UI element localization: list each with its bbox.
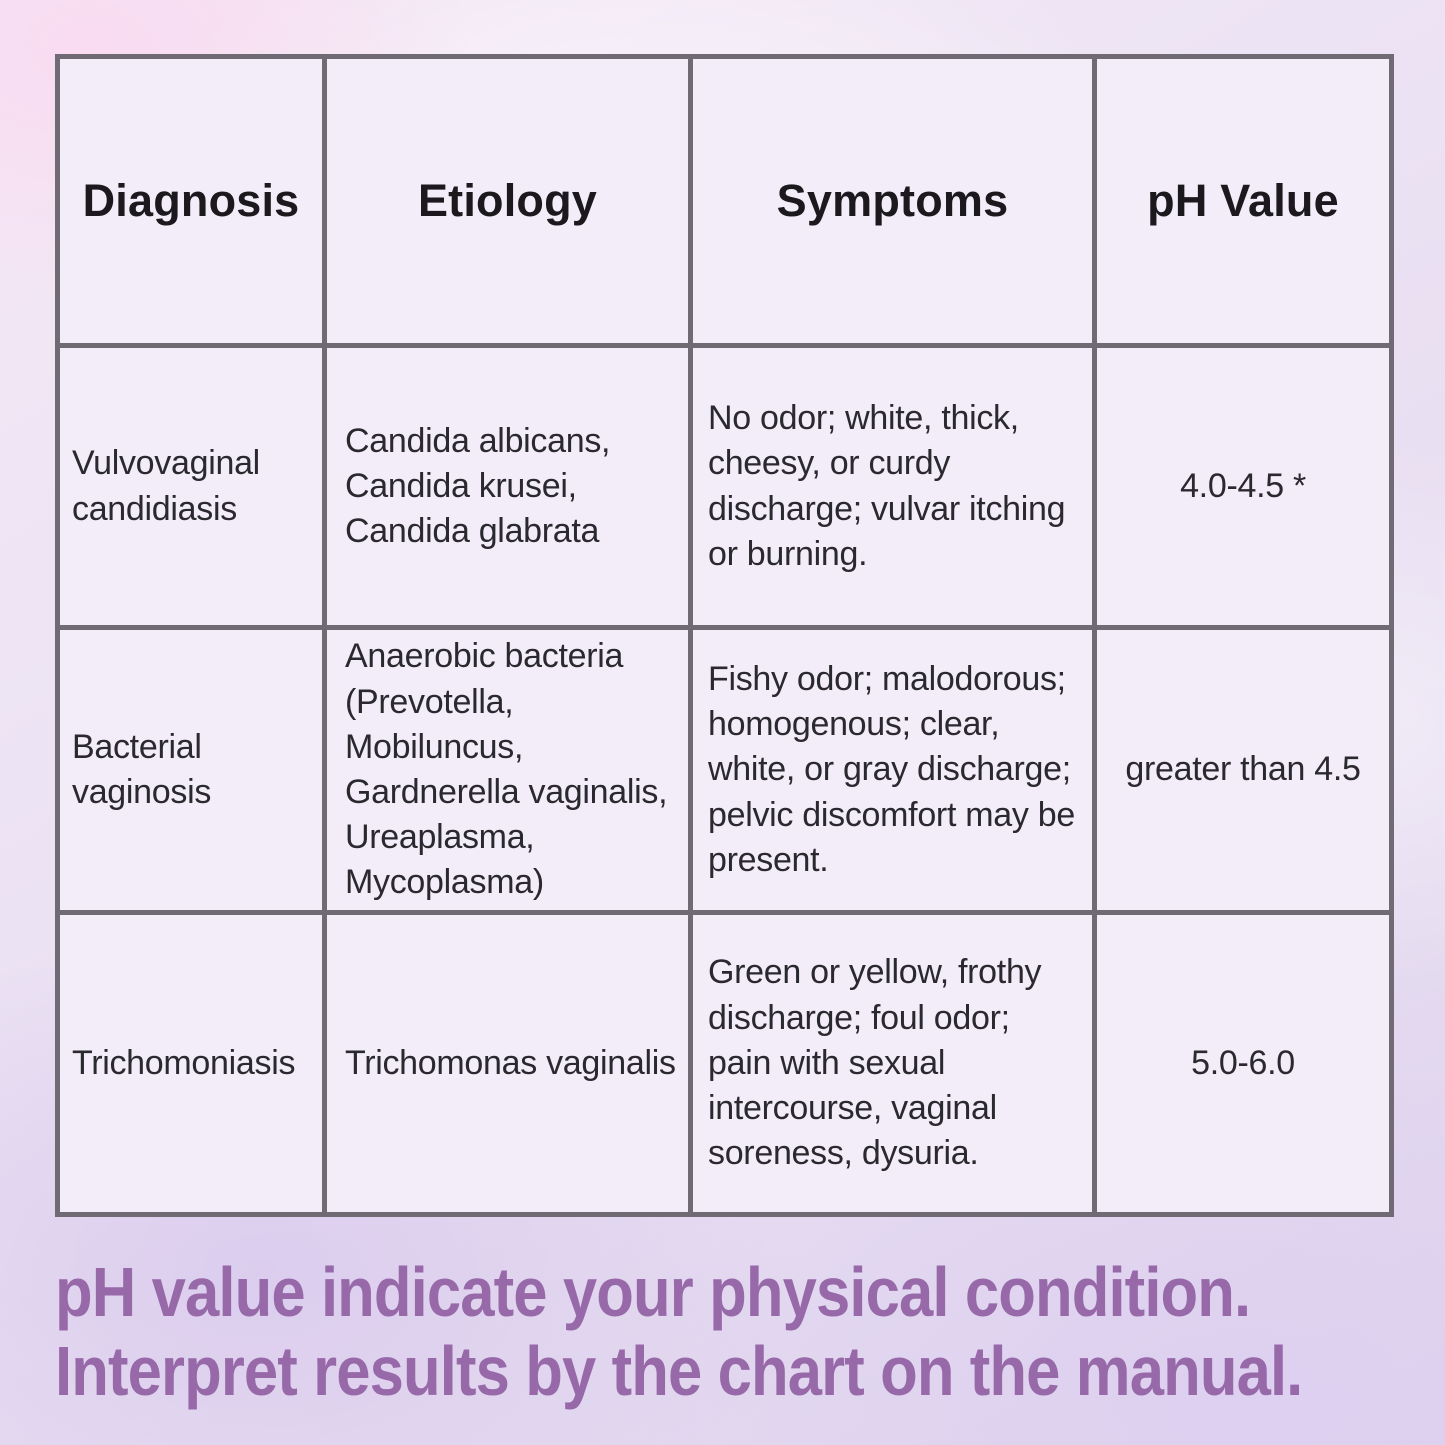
header-cell-symptoms: Symptoms [688, 54, 1097, 348]
footer-note: pH value indicate your physical conditio… [55, 1253, 1445, 1411]
footer-note-line1: pH value indicate your physical conditio… [55, 1253, 1251, 1331]
table-row-trichomoniasis: Trichomoniasis Trichomonas vaginalis Gre… [55, 910, 1394, 1217]
diagnosis-cell: Vulvovaginal candidiasis [55, 343, 327, 630]
header-cell-etiology: Etiology [322, 54, 693, 348]
symptoms-cell: No odor; white, thick, cheesy, or curdy … [688, 343, 1097, 630]
diagnosis-cell: Trichomoniasis [55, 910, 327, 1217]
etiology-cell: Anaerobic bacteria (Prevotella, Mobilunc… [322, 625, 693, 915]
footer-note-line2: Interpret results by the chart on the ma… [55, 1332, 1303, 1411]
diagnosis-table: Diagnosis Etiology Symptoms pH Value Vul… [55, 54, 1394, 1217]
table-header-row: Diagnosis Etiology Symptoms pH Value [55, 54, 1394, 348]
symptoms-cell: Fishy odor; malodorous; homogenous; clea… [688, 625, 1097, 915]
diagnosis-cell: Bacterial vaginosis [55, 625, 327, 915]
etiology-cell: Trichomonas vaginalis [322, 910, 693, 1217]
etiology-cell: Candida albicans, Candida krusei, Candid… [322, 343, 693, 630]
ph-value-cell: 5.0-6.0 [1092, 910, 1394, 1217]
header-cell-diagnosis: Diagnosis [55, 54, 327, 348]
ph-value-cell: greater than 4.5 [1092, 625, 1394, 915]
symptoms-cell: Green or yellow, frothy discharge; foul … [688, 910, 1097, 1217]
diagnosis-table-container: Diagnosis Etiology Symptoms pH Value Vul… [55, 54, 1394, 1217]
table-row-bacterial-vaginosis: Bacterial vaginosis Anaerobic bacteria (… [55, 625, 1394, 915]
header-cell-ph-value: pH Value [1092, 54, 1394, 348]
ph-value-cell: 4.0-4.5 * [1092, 343, 1394, 630]
table-row-vulvovaginal-candidiasis: Vulvovaginal candidiasis Candida albican… [55, 343, 1394, 630]
